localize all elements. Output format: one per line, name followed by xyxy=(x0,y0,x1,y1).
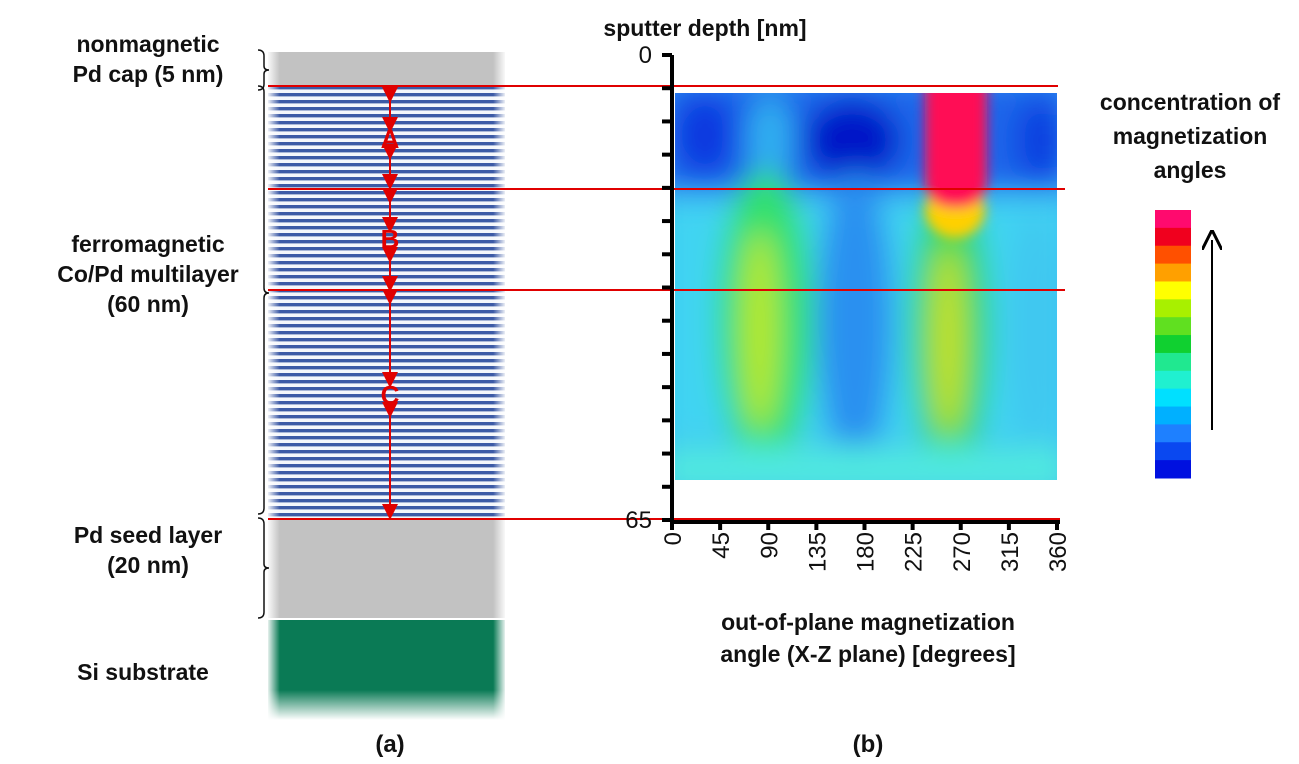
colorbar-swatch xyxy=(1155,442,1191,461)
colorbar-swatch xyxy=(1155,299,1191,318)
y-axis-title: sputter depth [nm] xyxy=(603,15,806,41)
colorbar-swatch xyxy=(1155,370,1191,390)
x-tick-label: 315 xyxy=(997,532,1024,572)
colorbar-swatch xyxy=(1155,352,1191,372)
caption: (a) xyxy=(375,731,404,758)
layer-label: ferromagnetic xyxy=(71,231,225,257)
y-tick-label: 65 xyxy=(625,507,652,534)
layer-label: Pd cap (5 nm) xyxy=(73,61,224,87)
colorbar-swatch xyxy=(1155,406,1191,425)
x-tick-label: 225 xyxy=(901,532,928,572)
colorbar-title: magnetization xyxy=(1113,123,1268,149)
x-tick-label: 135 xyxy=(804,532,831,572)
braces xyxy=(257,49,270,619)
y-tick-label: 0 xyxy=(639,42,652,69)
layer-label: Co/Pd multilayer xyxy=(57,261,239,287)
layer-label: (20 nm) xyxy=(107,552,189,578)
x-axis-title: angle (X-Z plane) [degrees] xyxy=(720,641,1015,667)
colorbar-title: angles xyxy=(1154,157,1227,183)
labels: nonmagnetic Pd cap (5 nm) ferromagnetic Co/… xyxy=(57,15,1280,758)
colorbar-swatch xyxy=(1155,281,1191,300)
colorbar-swatch xyxy=(1155,317,1191,336)
x-axis-title: out-of-plane magnetization xyxy=(721,609,1015,635)
colorbar-swatch xyxy=(1155,460,1191,479)
region-letter: B xyxy=(381,224,400,254)
x-tick-label: 270 xyxy=(949,532,976,572)
layer-label: Pd seed layer xyxy=(74,522,222,548)
colorbar-swatch xyxy=(1155,245,1191,265)
colorbar-swatch xyxy=(1155,263,1191,282)
colorbar-swatch xyxy=(1155,388,1191,408)
x-tick-label: 90 xyxy=(756,532,783,559)
layer-label: nonmagnetic xyxy=(76,31,219,57)
x-tick-label: 45 xyxy=(708,532,735,559)
colorbar-swatch xyxy=(1155,227,1191,247)
minor-ticks xyxy=(662,86,672,489)
layer-label: (60 nm) xyxy=(107,291,189,317)
x-tick-label: 0 xyxy=(660,532,687,545)
colorbar-title: concentration of xyxy=(1100,89,1281,115)
colorbar-swatch xyxy=(1155,210,1191,229)
caption: (b) xyxy=(853,731,884,758)
region-letter: A xyxy=(381,124,400,154)
layer-label: Si substrate xyxy=(77,659,209,685)
colorbar-swatch xyxy=(1155,424,1191,443)
x-tick-label: 180 xyxy=(853,532,880,572)
region-letter: C xyxy=(381,380,400,410)
colorbar-swatch xyxy=(1155,335,1191,354)
heatmap xyxy=(675,93,1057,480)
colorbar xyxy=(1155,210,1191,479)
x-tick-label: 360 xyxy=(1045,532,1072,572)
